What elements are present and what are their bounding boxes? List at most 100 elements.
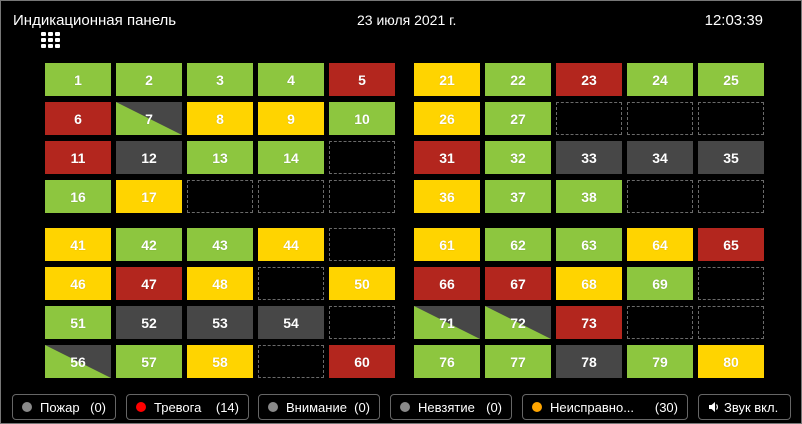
zone-cell-77[interactable]: 77: [485, 345, 551, 378]
zone-number: 54: [283, 315, 299, 331]
zone-number: 52: [141, 315, 157, 331]
filter-alarm-button[interactable]: Тревога (14): [126, 394, 249, 420]
zone-cell-26[interactable]: 26: [414, 102, 480, 135]
zone-cell-65[interactable]: 65: [698, 228, 764, 261]
sound-label: Звук вкл.: [724, 400, 778, 415]
zone-cell-67[interactable]: 67: [485, 267, 551, 300]
filter-notarmed-button[interactable]: Невзятие (0): [390, 394, 512, 420]
zone-cell-61[interactable]: 61: [414, 228, 480, 261]
zone-cell-5[interactable]: 5: [329, 63, 395, 96]
zone-cell-53[interactable]: 53: [187, 306, 253, 339]
zone-cell-50[interactable]: 50: [329, 267, 395, 300]
zone-cell-79[interactable]: 79: [627, 345, 693, 378]
zone-cell-72[interactable]: 72: [485, 306, 551, 339]
zone-number: 14: [283, 150, 299, 166]
zone-cell-11[interactable]: 11: [45, 141, 111, 174]
zone-cell-6[interactable]: 6: [45, 102, 111, 135]
zone-number: 66: [439, 276, 455, 292]
zone-cell-22[interactable]: 22: [485, 63, 551, 96]
zone-cell-80[interactable]: 80: [698, 345, 764, 378]
zone-cell-empty: [698, 267, 764, 300]
zone-cell-empty: [187, 180, 253, 213]
zone-cell-8[interactable]: 8: [187, 102, 253, 135]
zone-cell-13[interactable]: 13: [187, 141, 253, 174]
status-dot-icon: [268, 402, 278, 412]
sound-toggle-button[interactable]: Звук вкл.: [698, 394, 791, 420]
zone-cell-empty: [258, 180, 324, 213]
zone-number: 3: [216, 72, 224, 88]
zone-cell-4[interactable]: 4: [258, 63, 324, 96]
zone-number: 50: [354, 276, 370, 292]
zone-cell-2[interactable]: 2: [116, 63, 182, 96]
zone-cell-47[interactable]: 47: [116, 267, 182, 300]
zone-cell-9[interactable]: 9: [258, 102, 324, 135]
zone-cell-58[interactable]: 58: [187, 345, 253, 378]
zone-cell-36[interactable]: 36: [414, 180, 480, 213]
zone-cell-63[interactable]: 63: [556, 228, 622, 261]
zone-cell-48[interactable]: 48: [187, 267, 253, 300]
zone-cell-54[interactable]: 54: [258, 306, 324, 339]
zone-cell-14[interactable]: 14: [258, 141, 324, 174]
zone-panel-61-80: 61 62 63 64 65 66 67 68 69 71 72 73 76 77 78 79 80: [414, 228, 764, 378]
zone-cell-69[interactable]: 69: [627, 267, 693, 300]
fire-label: Пожар: [40, 400, 80, 415]
zone-number: 62: [510, 237, 526, 253]
zone-cell-44[interactable]: 44: [258, 228, 324, 261]
zone-cell-31[interactable]: 31: [414, 141, 480, 174]
zone-cell-62[interactable]: 62: [485, 228, 551, 261]
zone-cell-34[interactable]: 34: [627, 141, 693, 174]
zone-cell-68[interactable]: 68: [556, 267, 622, 300]
zone-cell-73[interactable]: 73: [556, 306, 622, 339]
zone-cell-27[interactable]: 27: [485, 102, 551, 135]
zone-number: 69: [652, 276, 668, 292]
zone-cell-3[interactable]: 3: [187, 63, 253, 96]
zone-cell-25[interactable]: 25: [698, 63, 764, 96]
filter-fault-button[interactable]: Неисправно... (30): [522, 394, 688, 420]
grid-menu-icon[interactable]: [41, 32, 62, 49]
zone-cell-17[interactable]: 17: [116, 180, 182, 213]
zone-cell-57[interactable]: 57: [116, 345, 182, 378]
zone-cell-1[interactable]: 1: [45, 63, 111, 96]
zone-cell-32[interactable]: 32: [485, 141, 551, 174]
zone-cell-24[interactable]: 24: [627, 63, 693, 96]
zone-cell-71[interactable]: 71: [414, 306, 480, 339]
zone-cell-51[interactable]: 51: [45, 306, 111, 339]
zone-cell-12[interactable]: 12: [116, 141, 182, 174]
zone-cell-56[interactable]: 56: [45, 345, 111, 378]
zone-cell-52[interactable]: 52: [116, 306, 182, 339]
zone-cell-46[interactable]: 46: [45, 267, 111, 300]
filter-attention-button[interactable]: Внимание (0): [258, 394, 380, 420]
filter-fire-button[interactable]: Пожар (0): [12, 394, 116, 420]
zone-number: 31: [439, 150, 455, 166]
zone-number: 58: [212, 354, 228, 370]
zone-cell-64[interactable]: 64: [627, 228, 693, 261]
zone-number: 36: [439, 189, 455, 205]
zone-cell-37[interactable]: 37: [485, 180, 551, 213]
zone-number: 34: [652, 150, 668, 166]
zone-cell-35[interactable]: 35: [698, 141, 764, 174]
zone-cell-33[interactable]: 33: [556, 141, 622, 174]
zone-cell-43[interactable]: 43: [187, 228, 253, 261]
zone-cell-23[interactable]: 23: [556, 63, 622, 96]
zone-cell-21[interactable]: 21: [414, 63, 480, 96]
zone-cell-78[interactable]: 78: [556, 345, 622, 378]
current-time: 12:03:39: [705, 12, 763, 29]
zone-cell-7[interactable]: 7: [116, 102, 182, 135]
zone-cell-41[interactable]: 41: [45, 228, 111, 261]
zone-cell-16[interactable]: 16: [45, 180, 111, 213]
zone-number: 61: [439, 237, 455, 253]
zone-cell-42[interactable]: 42: [116, 228, 182, 261]
zone-number: 76: [439, 354, 455, 370]
zone-cell-66[interactable]: 66: [414, 267, 480, 300]
zone-number: 46: [70, 276, 86, 292]
zone-panel-1-25: 1 2 3 4 5 6 7 8 9 10 11 12 13 14 16 17: [45, 63, 395, 213]
zone-cell-38[interactable]: 38: [556, 180, 622, 213]
zone-cell-76[interactable]: 76: [414, 345, 480, 378]
zone-number: 17: [141, 189, 157, 205]
zone-number: 37: [510, 189, 526, 205]
zone-number: 27: [510, 111, 526, 127]
status-dot-icon: [136, 402, 146, 412]
zone-cell-60[interactable]: 60: [329, 345, 395, 378]
zone-number: 22: [510, 72, 526, 88]
zone-cell-10[interactable]: 10: [329, 102, 395, 135]
